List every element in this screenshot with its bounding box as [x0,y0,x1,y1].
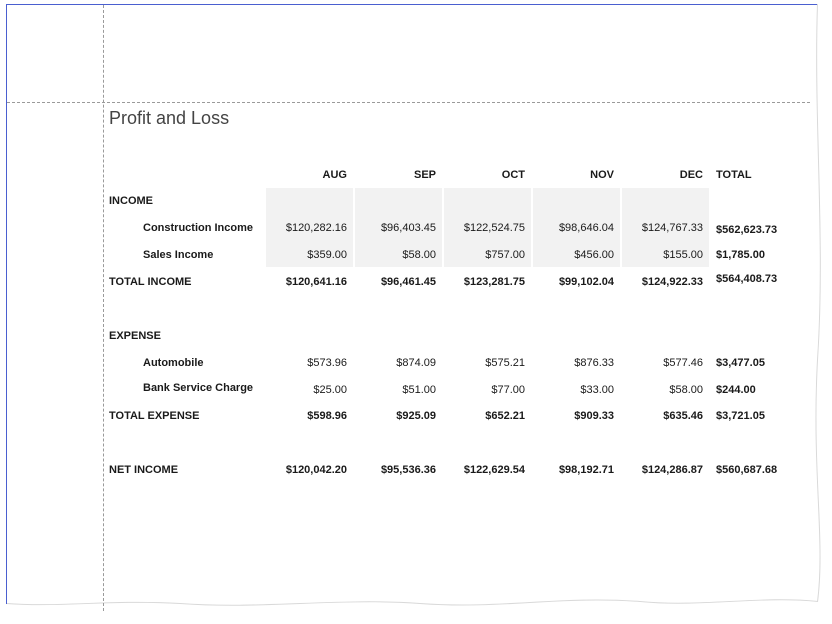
total-income-value: $120,641.16 [285,276,347,288]
value-cell: $33.00 [580,384,614,396]
column-header-total: TOTAL [716,169,752,181]
column-header-dec: DEC [679,169,703,181]
column-header-sep: SEP [413,169,436,181]
net-income-value: $120,042.20 [285,464,347,476]
total-income-value: $124,922.33 [641,276,703,288]
value-cell: $577.46 [663,357,703,369]
income-shade-aug [266,188,353,267]
value-cell: $51.00 [402,384,436,396]
net-income-value: $95,536.36 [380,464,436,476]
net-income-value: $98,192.71 [558,464,614,476]
section-label-expense: EXPENSE [109,330,161,342]
value-cell: $98,646.04 [558,222,614,234]
net-income-value: $122,629.54 [463,464,525,476]
row-label: Bank Service Charge [143,382,254,394]
total-income-label: TOTAL INCOME [109,276,192,288]
value-cell: $77.00 [491,384,525,396]
total-expense-total: $3,721.05 [716,410,765,422]
value-cell: $757.00 [485,249,525,261]
value-cell: $359.00 [307,249,347,261]
value-cell: $122,524.75 [463,222,525,234]
row-label: Automobile [143,357,204,369]
net-income-total: $560,687.68 [716,464,778,476]
value-cell: $573.96 [307,357,347,369]
total-income-value: $123,281.75 [463,276,525,288]
value-cell: $124,767.33 [641,222,703,234]
section-label-income: INCOME [109,195,153,207]
row-total: $1,785.00 [716,249,765,261]
value-cell: $58.00 [402,249,436,261]
total-expense-value: $909.33 [574,410,614,422]
income-shade-nov [533,188,620,267]
column-header-aug: AUG [322,169,347,181]
income-shade-oct [444,188,531,267]
total-expense-value: $598.96 [307,410,347,422]
total-expense-label: TOTAL EXPENSE [109,410,200,422]
row-label: Construction Income [143,222,254,234]
row-total: $562,623.73 [716,224,778,236]
value-cell: $120,282.16 [285,222,347,234]
margin-guide-left [103,5,104,611]
row-label: Sales Income [143,249,214,261]
row-total: $244.00 [716,384,756,396]
net-income-label: NET INCOME [109,464,179,476]
column-header-oct: OCT [501,169,525,181]
total-expense-value: $925.09 [396,410,436,422]
report-title: Profit and Loss [109,108,230,128]
column-header-nov: NOV [590,169,614,181]
net-income-value: $124,286.87 [641,464,703,476]
income-shade-sep [355,188,442,267]
value-cell: $456.00 [574,249,614,261]
row-total: $3,477.05 [716,357,765,369]
value-cell: $155.00 [663,249,703,261]
value-cell: $25.00 [313,384,347,396]
total-income-value: $96,461.45 [380,276,436,288]
income-shade-dec [622,188,709,267]
value-cell: $96,403.45 [380,222,436,234]
margin-guide-top [7,102,810,103]
value-cell: $575.21 [485,357,525,369]
value-cell: $58.00 [669,384,703,396]
total-income-value: $99,102.04 [558,276,614,288]
total-income-total: $564,408.73 [716,273,778,285]
total-expense-value: $635.46 [663,410,703,422]
total-expense-value: $652.21 [485,410,525,422]
report-page [6,4,819,613]
value-cell: $876.33 [574,357,614,369]
value-cell: $874.09 [396,357,436,369]
